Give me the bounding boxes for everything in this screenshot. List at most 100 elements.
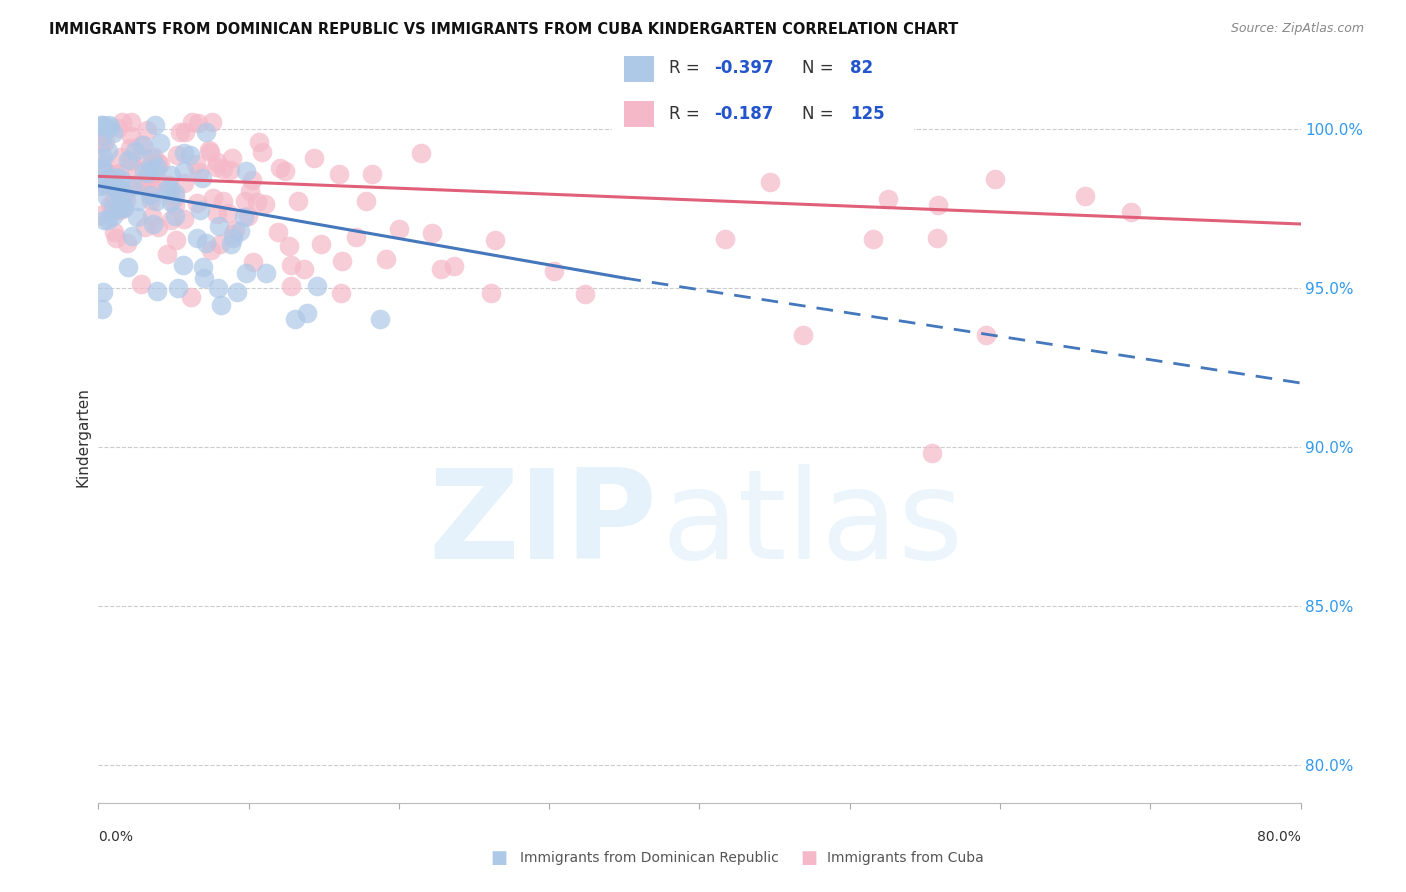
Bar bbox=[624, 101, 654, 127]
Point bbox=[163, 197, 186, 211]
Point bbox=[169, 124, 191, 138]
Point bbox=[188, 203, 211, 218]
Point bbox=[135, 151, 157, 165]
Text: N =: N = bbox=[801, 60, 839, 78]
Point bbox=[93, 212, 115, 227]
Point bbox=[91, 119, 114, 133]
Point bbox=[166, 148, 188, 162]
Point bbox=[104, 167, 127, 181]
Point bbox=[330, 286, 353, 301]
Point bbox=[98, 198, 121, 212]
Point bbox=[105, 203, 128, 218]
Point bbox=[89, 137, 111, 152]
Point bbox=[135, 123, 157, 137]
Point bbox=[207, 207, 229, 221]
Point bbox=[430, 262, 453, 277]
Point bbox=[141, 209, 163, 223]
Point bbox=[93, 156, 115, 170]
Point bbox=[388, 222, 411, 236]
Point bbox=[274, 164, 297, 178]
Point bbox=[114, 188, 136, 202]
Point bbox=[974, 328, 997, 343]
Point bbox=[180, 290, 202, 304]
Point bbox=[131, 176, 153, 190]
Point bbox=[361, 167, 384, 181]
Point bbox=[115, 236, 138, 251]
Point bbox=[103, 127, 125, 141]
Point bbox=[208, 219, 231, 233]
Point bbox=[120, 129, 142, 144]
Point bbox=[111, 115, 134, 129]
Point bbox=[149, 136, 172, 151]
Text: 125: 125 bbox=[851, 105, 884, 123]
Point bbox=[211, 298, 233, 312]
Point bbox=[200, 243, 222, 257]
Text: R =: R = bbox=[669, 105, 704, 123]
Point bbox=[479, 286, 502, 301]
Point bbox=[142, 150, 165, 164]
Point bbox=[254, 266, 277, 280]
Point bbox=[111, 184, 134, 198]
Point bbox=[187, 116, 209, 130]
Point bbox=[97, 145, 120, 159]
Point bbox=[103, 225, 125, 239]
Point bbox=[112, 202, 135, 216]
Point bbox=[219, 236, 242, 251]
Point bbox=[925, 231, 948, 245]
Point bbox=[792, 328, 814, 343]
Point bbox=[198, 145, 221, 160]
Point bbox=[96, 165, 118, 179]
Point bbox=[146, 220, 169, 235]
Point bbox=[254, 196, 277, 211]
Point bbox=[143, 162, 166, 177]
Point bbox=[97, 170, 120, 185]
Point bbox=[104, 230, 127, 244]
Point bbox=[121, 229, 143, 244]
Point bbox=[184, 157, 207, 171]
Point bbox=[356, 194, 378, 208]
Point bbox=[91, 285, 114, 299]
Point bbox=[131, 137, 153, 152]
Point bbox=[125, 178, 148, 192]
Point bbox=[574, 287, 596, 301]
Point bbox=[302, 151, 325, 165]
Point bbox=[159, 194, 181, 209]
Point bbox=[420, 227, 443, 241]
Point bbox=[145, 194, 167, 208]
Point bbox=[91, 129, 114, 144]
Point bbox=[120, 115, 142, 129]
Point bbox=[187, 165, 209, 179]
Point bbox=[295, 306, 318, 320]
Point bbox=[247, 136, 270, 150]
Point bbox=[105, 184, 128, 198]
Point bbox=[96, 190, 118, 204]
Point bbox=[1119, 205, 1142, 219]
Point bbox=[266, 225, 288, 239]
Text: 80.0%: 80.0% bbox=[1257, 830, 1301, 844]
Point bbox=[344, 230, 367, 244]
Point bbox=[191, 260, 214, 275]
Point bbox=[233, 210, 256, 224]
Point bbox=[292, 262, 315, 277]
Point bbox=[862, 232, 884, 246]
Point bbox=[984, 172, 1007, 186]
Point bbox=[181, 115, 204, 129]
Text: Source: ZipAtlas.com: Source: ZipAtlas.com bbox=[1230, 22, 1364, 36]
Point bbox=[156, 182, 179, 196]
Point bbox=[127, 211, 149, 225]
Point bbox=[173, 211, 195, 226]
Point bbox=[368, 312, 391, 326]
Text: ZIP: ZIP bbox=[429, 465, 658, 585]
Point bbox=[163, 190, 186, 204]
Point bbox=[328, 168, 350, 182]
Point bbox=[235, 164, 257, 178]
Point bbox=[224, 222, 246, 236]
Point bbox=[139, 194, 162, 208]
Point bbox=[141, 180, 163, 194]
Point bbox=[117, 260, 139, 274]
Text: ■: ■ bbox=[800, 849, 817, 867]
Point bbox=[146, 285, 169, 299]
Point bbox=[97, 213, 120, 227]
Point bbox=[104, 179, 127, 194]
Point bbox=[125, 162, 148, 177]
